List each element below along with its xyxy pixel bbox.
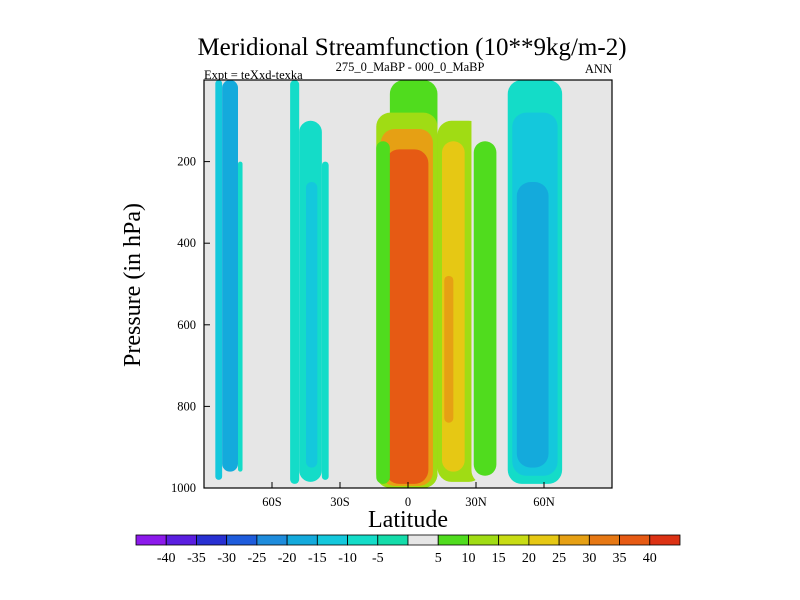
x-tick-label: 60N [533, 495, 555, 509]
colorbar-label: -35 [187, 551, 206, 566]
x-tick-label: 30S [330, 495, 350, 509]
y-axis-ticks: 200 400 600 800 1000 [171, 155, 210, 495]
colorbar-swatch [135, 534, 167, 546]
colorbar-swatch [649, 534, 681, 546]
y-tick-label: 400 [177, 236, 196, 250]
colorbar-swatch [407, 534, 439, 546]
contour-region-13 [444, 275, 454, 423]
subtitle-right: ANN [585, 62, 612, 76]
colorbar-label: 40 [643, 551, 657, 566]
y-tick-label: 200 [177, 155, 196, 169]
contour-region-3 [290, 80, 300, 484]
colorbar-label: -25 [248, 551, 267, 566]
colorbar-label: -40 [157, 551, 176, 566]
contour-region-2 [238, 161, 243, 472]
y-axis-label: Pressure (in hPa) [120, 203, 146, 367]
colorbar-swatch [316, 534, 348, 546]
colorbar-labels: -40 -35 -30 -25 -20 -15 -10 -5 5 10 15 20 25 30 35 40 [157, 551, 657, 566]
colorbar-label: -20 [278, 551, 297, 566]
colorbar-swatch [196, 534, 228, 546]
colorbar-label: -15 [308, 551, 327, 566]
colorbar-swatch [165, 534, 197, 546]
colorbar-label: 15 [492, 551, 506, 566]
y-tick-label: 600 [177, 318, 196, 332]
x-axis-ticks: 60S 30S 0 30N 60N [262, 482, 555, 509]
x-tick-label: 0 [405, 495, 411, 509]
contour-region-19 [516, 182, 549, 468]
y-tick-label: 1000 [171, 481, 196, 495]
colorbar [135, 534, 681, 546]
colorbar-swatch [226, 534, 258, 546]
colorbar-swatch [619, 534, 651, 546]
colorbar-label: 30 [582, 551, 596, 566]
contour-region-0 [215, 80, 223, 480]
plot-area: 60S 30S 0 30N 60N 200 400 600 800 1000 [171, 79, 613, 509]
y-tick-label: 800 [177, 399, 196, 413]
chart-title: Meridional Streamfunction (10**9kg/m-2) [197, 34, 626, 61]
colorbar-label: 35 [613, 551, 627, 566]
subtitle-center: 275_0_MaBP - 000_0_MaBP [336, 60, 485, 74]
contour-fill-layer [215, 80, 563, 488]
colorbar-swatch [498, 534, 530, 546]
contour-region-20 [274, 357, 277, 407]
colorbar-swatch [347, 534, 379, 546]
colorbar-label: -10 [338, 551, 357, 566]
colorbar-swatch [256, 534, 288, 546]
contour-region-6 [321, 161, 329, 480]
x-tick-label: 30N [465, 495, 487, 509]
colorbar-swatch [468, 534, 500, 546]
colorbar-label: -5 [372, 551, 384, 566]
colorbar-swatch [286, 534, 318, 546]
colorbar-label: 25 [552, 551, 566, 566]
colorbar-label: -30 [217, 551, 236, 566]
contour-region-1 [222, 80, 238, 472]
contour-region-5 [306, 182, 318, 468]
x-axis-label: Latitude [368, 507, 448, 533]
contour-region-14 [376, 141, 390, 484]
contour-region-16 [473, 141, 497, 476]
colorbar-swatch [437, 534, 469, 546]
colorbar-swatch [528, 534, 560, 546]
colorbar-label: 20 [522, 551, 536, 566]
subtitle-left: Expt = teXxd-texka [204, 68, 303, 82]
contour-region-10 [385, 149, 429, 484]
x-tick-label: 60S [262, 495, 282, 509]
colorbar-swatch [377, 534, 409, 546]
colorbar-label: 5 [435, 551, 442, 566]
colorbar-swatch [558, 534, 590, 546]
colorbar-swatch [588, 534, 620, 546]
colorbar-label: 10 [461, 551, 475, 566]
